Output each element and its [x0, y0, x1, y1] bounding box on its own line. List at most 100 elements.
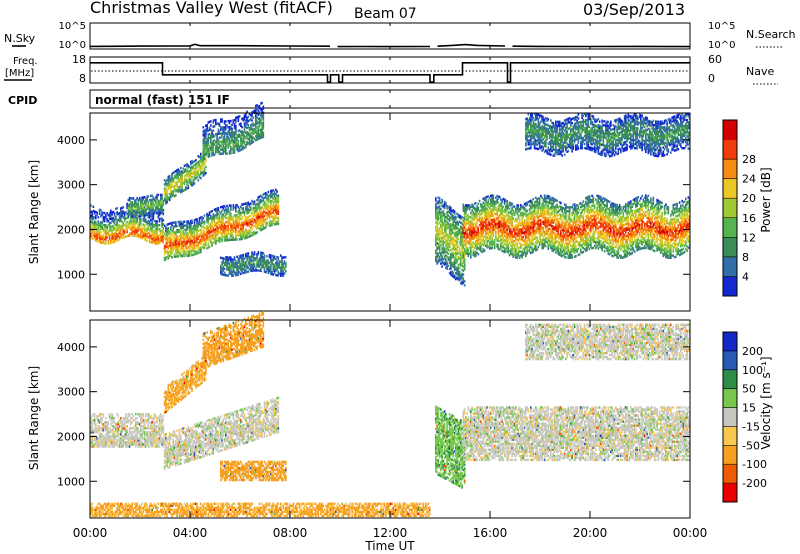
range-gate-cell [446, 262, 448, 264]
date-label: 03/Sep/2013 [583, 0, 685, 19]
range-gate-cell [455, 216, 457, 218]
range-gate-cell [175, 221, 177, 223]
range-gate-cell [214, 125, 216, 127]
range-gate-cell [198, 179, 200, 181]
range-gate-cell [450, 207, 452, 209]
range-gate-cell [181, 186, 183, 188]
range-gate-cell [161, 208, 163, 210]
sky-left-tick-bottom: 10^0 [59, 40, 86, 51]
range-gate-cell [204, 220, 206, 222]
range-gate-cell [278, 213, 280, 215]
range-gate-cell [221, 210, 223, 212]
range-gate-cell [115, 216, 117, 218]
range-gate-cell [146, 214, 148, 216]
range-gate-cell [119, 238, 121, 240]
range-gate-cell [191, 220, 193, 222]
range-gate-cell [233, 274, 235, 276]
range-gate-cell [484, 239, 486, 241]
range-gate-cell [459, 271, 461, 273]
range-gate-cell [176, 225, 178, 227]
range-gate-cell [534, 215, 536, 217]
range-gate-cell [106, 226, 108, 228]
range-gate-cell [506, 200, 508, 202]
cpid-panel: CPID normal (fast) 151 IF [8, 90, 690, 108]
range-gate-cell [458, 238, 460, 240]
range-gate-cell [278, 270, 280, 272]
range-gate-cell [235, 121, 237, 123]
range-gate-cell [105, 242, 107, 244]
range-gate-cell [213, 130, 215, 132]
nave-tick-top: 60 [708, 53, 722, 66]
range-gate-cell [110, 222, 112, 224]
range-gate-cell [214, 153, 216, 155]
range-gate-cell [214, 135, 216, 137]
range-gate-cell [143, 204, 145, 206]
range-gate-cell [509, 208, 511, 210]
range-gate-cell [100, 209, 102, 211]
range-gate-cell [248, 270, 250, 272]
range-gate-cell [533, 198, 535, 200]
range-gate-cell [263, 116, 265, 118]
range-gate-cell [156, 220, 158, 222]
range-gate-cell [248, 116, 250, 118]
range-gate-cell [444, 213, 446, 215]
range-gate-cell [233, 235, 235, 237]
range-gate-cell [93, 206, 95, 208]
range-gate-cell [540, 229, 542, 231]
range-gate-cell [535, 245, 537, 247]
range-gate-cell [268, 191, 270, 193]
range-gate-cell [159, 220, 161, 222]
range-gate-cell [124, 230, 126, 232]
range-gate-cell [176, 183, 178, 185]
range-gate-cell [278, 198, 280, 200]
range-gate-cell [453, 272, 455, 274]
range-gate-cell [259, 105, 261, 107]
range-gate-cell [205, 242, 207, 244]
range-gate-cell [145, 219, 147, 221]
range-gate-cell [488, 199, 490, 201]
range-gate-cell [261, 102, 263, 104]
range-gate-cell [228, 207, 230, 209]
range-gate-cell [266, 222, 268, 224]
range-gate-cell [241, 216, 243, 218]
range-gate-cell [474, 227, 476, 229]
range-gate-cell [100, 231, 102, 233]
range-gate-cell [219, 215, 221, 217]
range-gate-cell [513, 209, 515, 211]
range-gate-cell [221, 118, 223, 120]
freq-tick-top: 18 [72, 53, 86, 66]
range-gate-cell [484, 249, 486, 251]
range-gate-cell [220, 137, 222, 139]
range-gate-cell [170, 226, 172, 228]
range-gate-cell [253, 117, 255, 119]
range-gate-cell [464, 280, 466, 282]
range-gate-cell [523, 236, 525, 238]
range-gate-cell [166, 193, 168, 195]
range-gate-cell [200, 153, 202, 155]
range-gate-cell [463, 254, 465, 256]
beam-label: Beam 07 [354, 6, 417, 22]
range-gate-cell [116, 207, 118, 209]
range-gate-cell [205, 172, 207, 174]
range-gate-cell [144, 224, 146, 226]
range-gate-cell [478, 253, 480, 255]
range-gate-cell [278, 256, 280, 258]
range-gate-cell [284, 272, 286, 274]
range-gate-cell [168, 247, 170, 249]
range-gate-cell [181, 174, 183, 176]
range-gate-cell [514, 206, 516, 208]
range-gate-cell [185, 251, 187, 253]
range-gate-cell [239, 115, 241, 117]
range-gate-cell [463, 277, 465, 279]
range-gate-cell [208, 242, 210, 244]
range-gate-cell [235, 125, 237, 127]
range-gate-cell [188, 185, 190, 187]
range-gate-cell [163, 219, 165, 221]
cpid-label: CPID [8, 94, 37, 107]
range-gate-cell [145, 210, 147, 212]
range-gate-cell [250, 206, 252, 208]
range-gate-cell [195, 247, 197, 249]
range-gate-cell [274, 256, 276, 258]
range-gate-cell [175, 194, 177, 196]
nave-tick-bottom: 0 [708, 72, 715, 85]
